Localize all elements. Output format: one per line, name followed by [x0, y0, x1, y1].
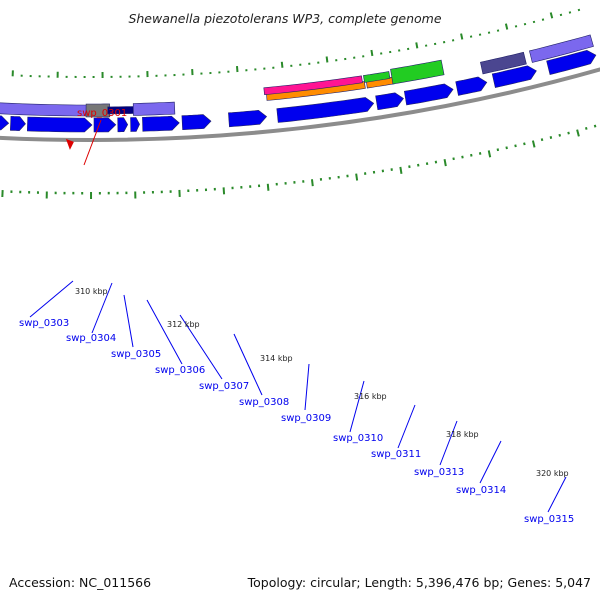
- scale-tick: [523, 142, 526, 146]
- scale-tick: [567, 131, 570, 135]
- rna-bar[interactable]: [363, 71, 391, 83]
- gene-label-swp_0304[interactable]: swp_0304: [66, 333, 116, 344]
- gene-arrow[interactable]: [546, 49, 597, 75]
- gene-arrow[interactable]: [228, 109, 268, 128]
- label-leaders: [29, 119, 567, 513]
- gene-label-swp_0315[interactable]: swp_0315: [524, 514, 574, 525]
- rna-bar[interactable]: [390, 59, 445, 85]
- gene-label-swp_0307[interactable]: swp_0307: [199, 381, 249, 392]
- pos-label-320: 320 kbp: [536, 469, 569, 478]
- scale-tick-inner: [325, 56, 329, 63]
- scale-tick-inner: [549, 12, 554, 19]
- cds-bar[interactable]: [85, 103, 111, 118]
- gene-label-swp_0306[interactable]: swp_0306: [155, 365, 205, 376]
- gene-label-swp_0313[interactable]: swp_0313: [414, 467, 464, 478]
- gene-label-swp_0311[interactable]: swp_0311: [371, 449, 421, 460]
- scale-tick: [514, 144, 517, 148]
- leader-line: [304, 363, 310, 411]
- scale-tick: [576, 129, 580, 137]
- gene-label-swp_0310[interactable]: swp_0310: [333, 433, 383, 444]
- leader-line: [146, 299, 183, 365]
- gene-arrow[interactable]: [93, 117, 117, 133]
- scale-tick: [496, 148, 500, 152]
- gene-arrow[interactable]: [26, 116, 93, 133]
- tick-ring: [1, 8, 597, 200]
- gene-arrow[interactable]: [142, 115, 180, 132]
- scale-tick-inner: [415, 42, 419, 49]
- rna-bar[interactable]: [263, 75, 363, 96]
- gene-arrow[interactable]: [491, 65, 537, 88]
- scale-tick: [478, 152, 482, 155]
- leader-line: [83, 119, 102, 166]
- gene-arrow[interactable]: [9, 115, 26, 132]
- gene-arrow[interactable]: [375, 92, 404, 111]
- leader-line: [439, 420, 458, 466]
- cds-bar[interactable]: [480, 51, 527, 75]
- scale-tick: [558, 133, 562, 137]
- genome-summary-text: Topology: circular; Length: 5,396,476 bp…: [247, 575, 591, 590]
- gene-labels: swp_0301 swp_0303 swp_0304 swp_0305 swp_…: [19, 108, 574, 525]
- pos-label-310: 310 kbp: [75, 287, 108, 296]
- leader-line: [123, 294, 134, 348]
- leader-line: [547, 476, 567, 513]
- gene-arrow[interactable]: [276, 97, 375, 123]
- scale-tick-inner: [577, 8, 581, 12]
- scale-tick-inner: [280, 61, 284, 68]
- gene-label-swp_0308[interactable]: swp_0308: [239, 397, 289, 408]
- scale-tick-inner: [559, 13, 563, 17]
- cds-bar[interactable]: [132, 101, 176, 116]
- scale-tick-inner: [568, 11, 572, 14]
- scale-tick: [443, 159, 447, 167]
- scale-tick: [584, 127, 588, 130]
- gene-arrow[interactable]: [0, 115, 10, 131]
- gene-arrow[interactable]: [117, 117, 129, 133]
- pos-label-316: 316 kbp: [354, 392, 387, 401]
- leader-line: [29, 280, 74, 318]
- scale-tick: [266, 183, 270, 191]
- gene-label-swp_0314[interactable]: swp_0314: [456, 485, 506, 496]
- gene-arrow[interactable]: [181, 114, 212, 131]
- pos-label-314: 314 kbp: [260, 354, 293, 363]
- scale-tick: [549, 136, 553, 139]
- gene-arrow[interactable]: [130, 117, 140, 132]
- leader-line: [233, 333, 263, 396]
- gene-label-swp_0303[interactable]: swp_0303: [19, 318, 69, 329]
- map-title: Shewanella piezotolerans WP3, complete g…: [128, 11, 441, 26]
- gene-label-swp_0301[interactable]: swp_0301: [77, 108, 127, 119]
- pos-label-318: 318 kbp: [446, 430, 479, 439]
- scale-tick: [310, 179, 314, 187]
- leader-line: [479, 440, 502, 484]
- leader-line: [397, 404, 416, 449]
- scale-tick-inner: [460, 33, 464, 40]
- scale-tick-inner: [504, 23, 509, 30]
- highlight-marker: [65, 138, 74, 150]
- gene-label-swp_0305[interactable]: swp_0305: [111, 349, 161, 360]
- scale-tick: [355, 173, 359, 181]
- leader-line: [91, 282, 113, 334]
- scale-tick: [399, 166, 403, 174]
- backbone: [0, 67, 600, 142]
- scale-tick: [540, 138, 544, 142]
- cds-bar[interactable]: [529, 34, 594, 63]
- scale-tick: [487, 150, 492, 158]
- gene-arrow[interactable]: [455, 76, 488, 96]
- position-labels: 310 kbp 312 kbp 314 kbp 316 kbp 318 kbp …: [75, 287, 569, 478]
- feature-track: [0, 34, 597, 150]
- gene-arrow[interactable]: [403, 83, 454, 106]
- leader-line: [179, 314, 223, 380]
- scale-tick: [531, 140, 536, 148]
- scale-tick-inner: [370, 49, 374, 57]
- gene-label-swp_0309[interactable]: swp_0309: [281, 413, 331, 424]
- pos-label-312: 312 kbp: [167, 320, 200, 329]
- leader-line: [349, 380, 365, 433]
- scale-tick: [593, 124, 597, 128]
- accession-text: Accession: NC_011566: [9, 575, 152, 590]
- scale-tick: [505, 146, 508, 150]
